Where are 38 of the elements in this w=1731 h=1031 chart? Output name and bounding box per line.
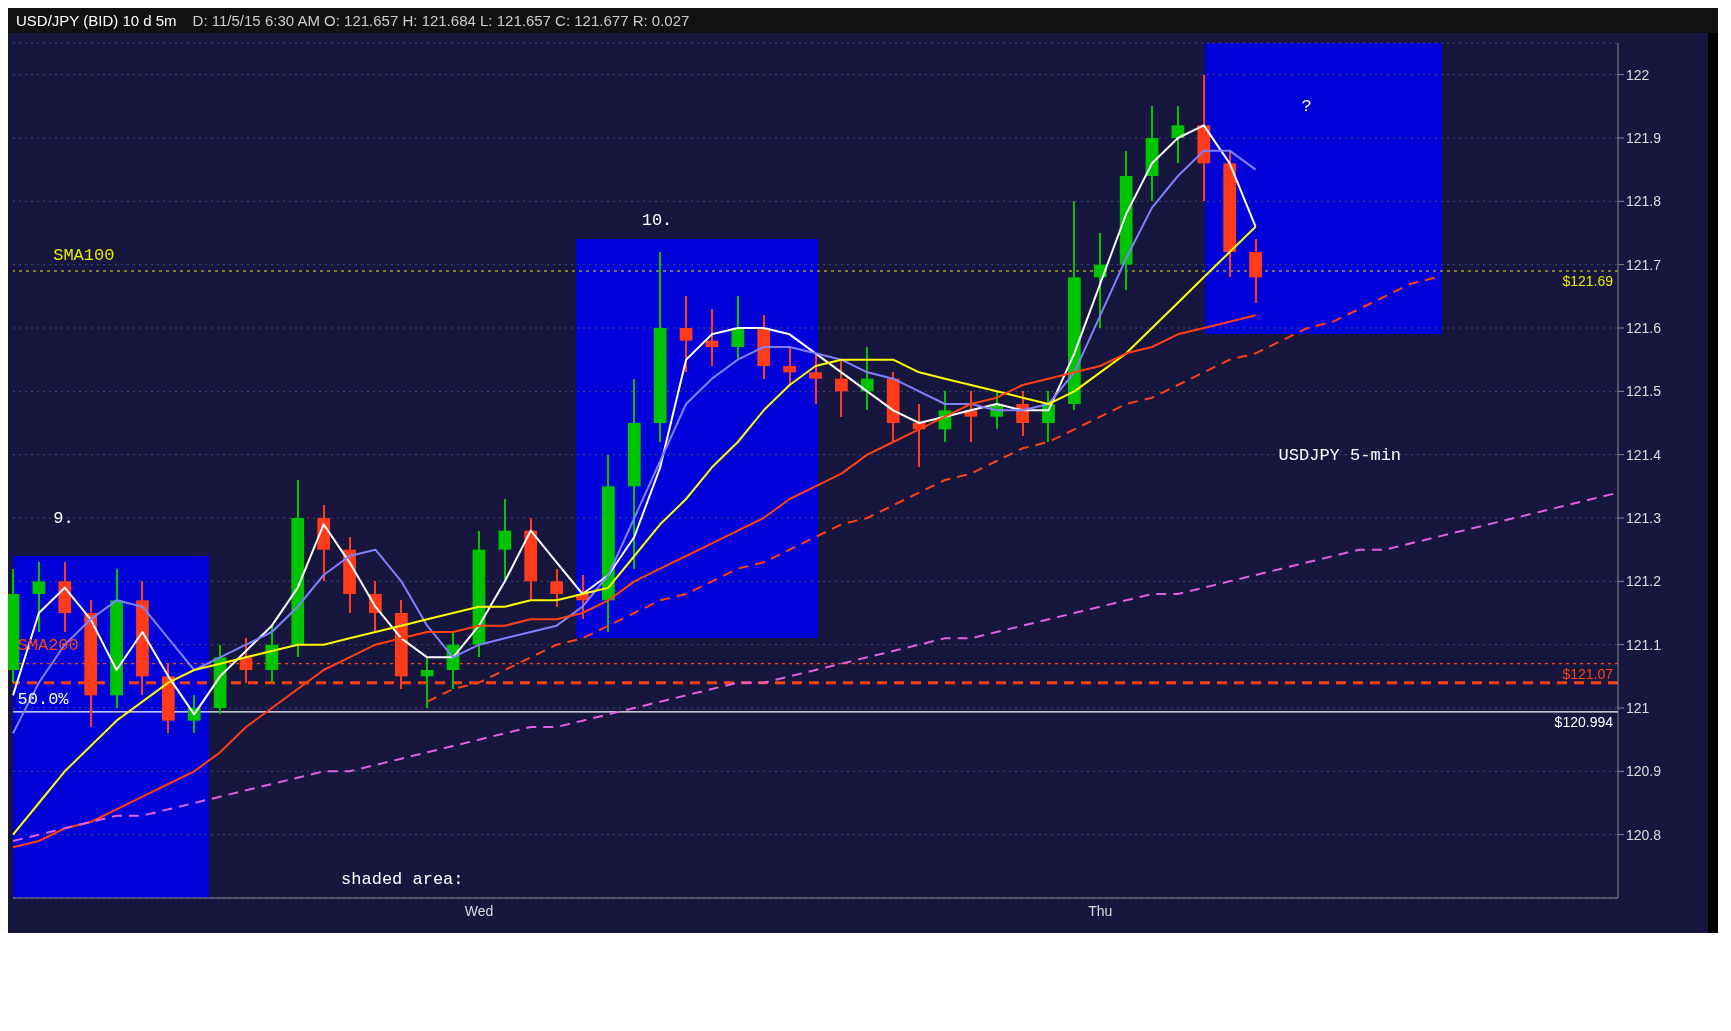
y-tick-label: 121.7 — [1626, 256, 1662, 273]
y-tick-label: 121.3 — [1626, 509, 1662, 526]
candlestick — [783, 346, 796, 386]
candlestick — [498, 498, 512, 583]
annotation: SMA100 — [52, 245, 116, 265]
y-tick-label: 121 — [1626, 699, 1650, 716]
y-tick-label: 121.4 — [1626, 446, 1662, 463]
y-tick-label: 121.9 — [1626, 129, 1662, 146]
y-tick-label: 120.8 — [1626, 826, 1662, 843]
y-tick-label: 121.2 — [1626, 573, 1662, 590]
annotation: shaded area: — [340, 869, 465, 889]
candlestick — [809, 352, 822, 405]
chart-subtitle: D: 11/5/15 6:30 AM O: 121.657 H: 121.684 L: 121.657 C: 121.677 R: 0.027 — [192, 12, 690, 29]
ref-line-label: $121.69 — [1562, 272, 1614, 289]
candlestick — [550, 567, 563, 608]
line-series — [12, 225, 1257, 836]
candlestick — [731, 295, 745, 361]
candlestick — [32, 561, 46, 633]
annotation: 10. — [640, 210, 674, 230]
x-tick-label: Thu — [1088, 902, 1113, 919]
annotation: 50.0% — [16, 689, 70, 708]
candlestick — [420, 656, 434, 709]
ref-line-label: $120.994 — [1554, 713, 1614, 730]
y-tick-label: 121.8 — [1626, 193, 1662, 210]
candlestick — [964, 390, 978, 443]
chart-title: USD/JPY (BID) 10 d 5m — [16, 12, 177, 29]
y-tick-label: 122 — [1626, 66, 1650, 83]
annotation: ? — [1300, 96, 1313, 116]
y-tick-label: 121.6 — [1626, 319, 1662, 336]
annotation: 9. — [52, 508, 75, 528]
x-tick-label: Wed — [464, 902, 494, 919]
ref-line-label: $121.07 — [1562, 665, 1614, 682]
candlestick — [835, 358, 848, 418]
y-tick-label: 121.1 — [1626, 636, 1662, 653]
y-tick-label: 121.5 — [1626, 383, 1662, 400]
annotation: USDJPY 5-min — [1277, 445, 1403, 465]
y-tick-label: 120.9 — [1626, 763, 1662, 780]
candlestick — [679, 295, 693, 374]
